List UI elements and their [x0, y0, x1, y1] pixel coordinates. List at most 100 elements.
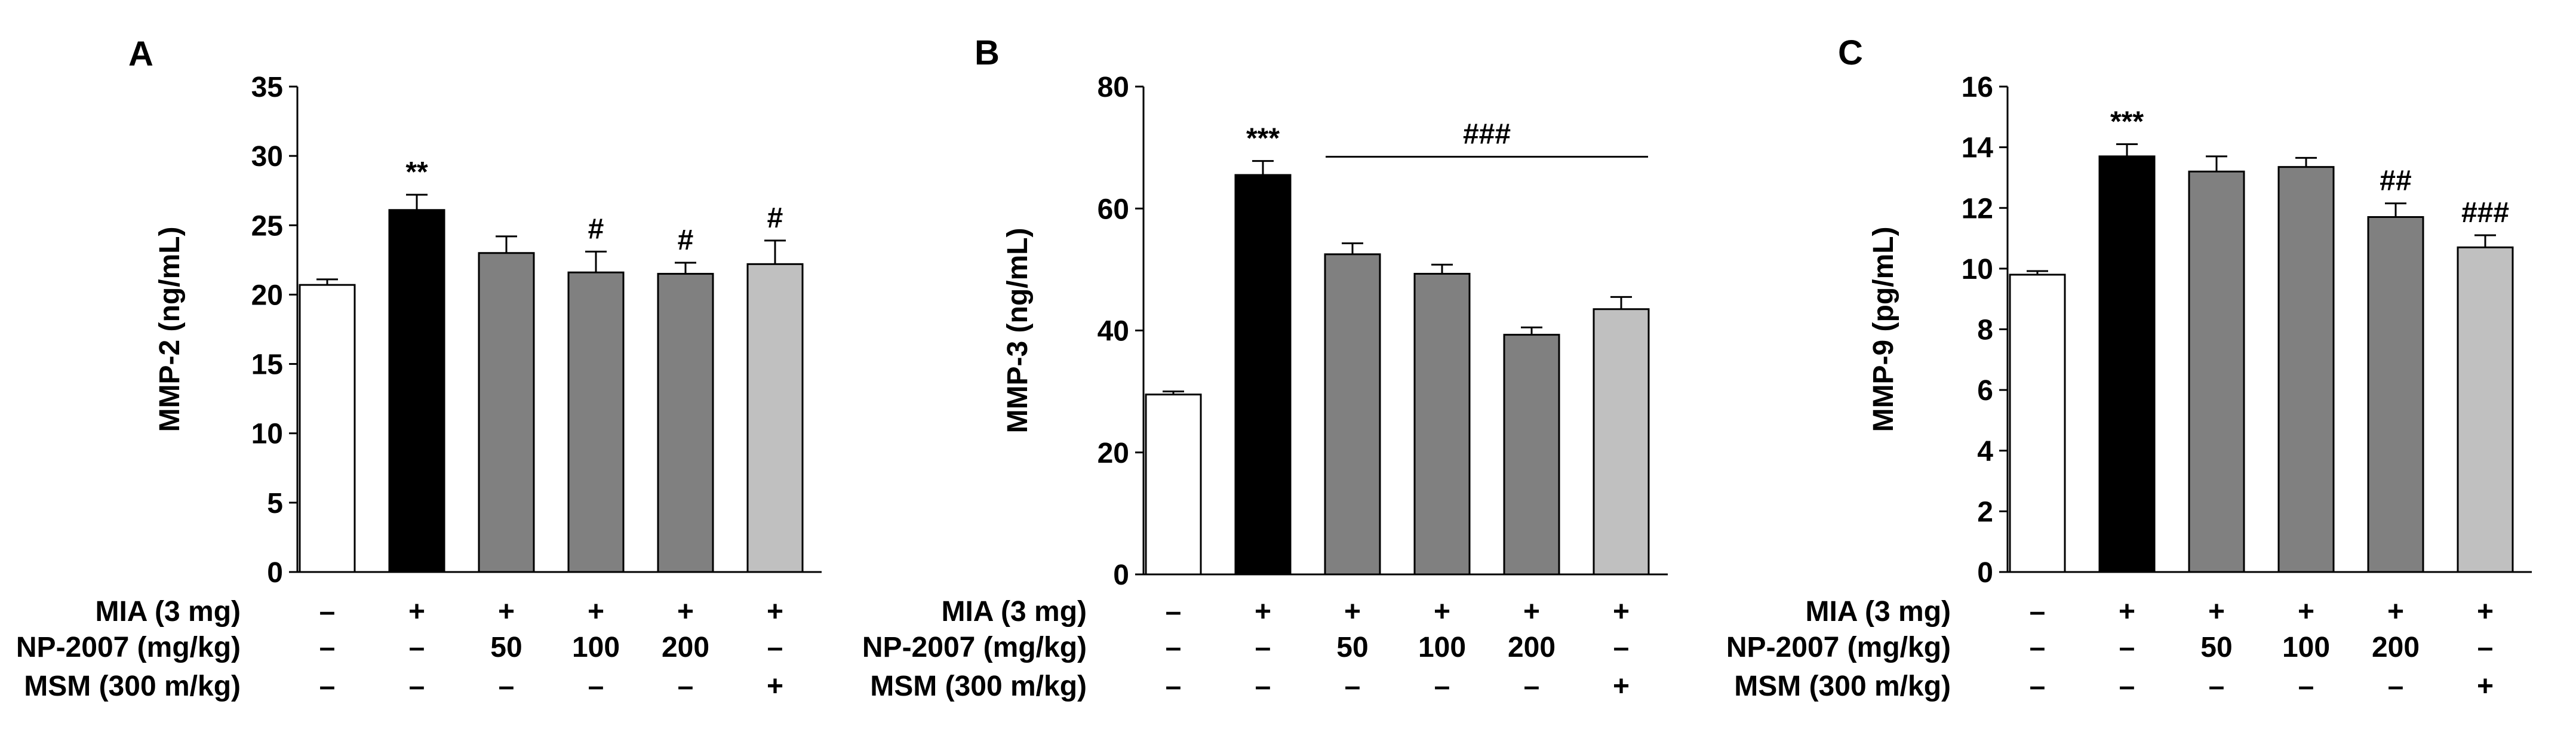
bar: [1324, 253, 1381, 576]
bar: [746, 263, 804, 573]
treatment-cell: +: [1434, 596, 1450, 628]
treatment-cell: –: [409, 632, 425, 663]
treatment-cell: +: [677, 596, 694, 628]
y-tick-label: 8: [1977, 315, 1993, 346]
bar: [299, 284, 356, 573]
treatment-cell: –: [2119, 671, 2135, 702]
significance-label: #: [767, 202, 783, 234]
y-tick-label: 6: [1977, 375, 1993, 407]
y-tick-label: 16: [1962, 72, 1993, 103]
treatment-cell: +: [2387, 596, 2404, 628]
treatment-cell: –: [1255, 632, 1271, 663]
significance-label: ###: [2461, 197, 2509, 229]
treatment-cell: +: [767, 596, 783, 628]
bar: [1145, 393, 1202, 576]
treatment-cell: –: [678, 671, 694, 702]
panel-a: A 0 5 10 15 20 25 30 35 MMP-2 (ng/mL) ** # # # MIA (3 …: [16, 35, 822, 702]
treatment-cell: +: [767, 671, 783, 702]
treatment-cell: +: [2477, 671, 2494, 702]
bar: [478, 252, 535, 573]
y-tick-label: 0: [1977, 557, 1993, 589]
treatment-cell: –: [1166, 671, 1182, 702]
bar: [2098, 155, 2156, 573]
treatment-row-label: MSM (300 m/kg): [870, 671, 1087, 702]
treatment-cell: +: [2477, 596, 2494, 628]
significance-label: #: [588, 213, 604, 245]
treatment-cell: –: [319, 632, 336, 663]
treatment-cell: +: [1523, 596, 1540, 628]
y-tick-label: 15: [251, 349, 283, 381]
treatment-cell: –: [2388, 671, 2404, 702]
treatment-cell: –: [1166, 596, 1182, 628]
y-tick-label: 25: [251, 210, 283, 242]
treatment-row-label: MIA (3 mg): [941, 596, 1087, 628]
treatment-cell: –: [2030, 632, 2046, 663]
significance-label: #: [678, 225, 694, 256]
y-axis-label: MMP-2 (ng/mL): [154, 227, 186, 432]
treatment-cell: +: [1613, 671, 1630, 702]
treatment-cell: 100: [572, 632, 620, 663]
panel-b: B 0 20 40 60 80 MMP-3 (ng/mL) *** ### MIA (3 mg) –…: [862, 33, 1668, 702]
y-axis-label: MMP-9 (pg/mL): [1868, 227, 1899, 432]
bar: [1593, 308, 1650, 576]
treatment-cell: –: [2209, 671, 2225, 702]
treatment-cell: –: [409, 671, 425, 702]
treatment-row-label: MIA (3 mg): [1805, 596, 1951, 628]
treatment-cell: –: [1613, 632, 1630, 663]
treatment-cell: 50: [2200, 632, 2232, 663]
y-tick-label: 35: [251, 72, 283, 103]
y-tick-label: 0: [267, 557, 283, 589]
y-tick-label: 60: [1098, 193, 1129, 225]
significance-label: ##: [2380, 165, 2411, 197]
treatment-cell: 50: [490, 632, 522, 663]
y-tick-label: 10: [1962, 254, 1993, 285]
y-tick-label: 40: [1098, 316, 1129, 347]
bar: [1234, 174, 1292, 576]
panel-label: B: [975, 33, 1000, 72]
treatment-cell: 100: [1418, 632, 1466, 663]
significance-label: ***: [1246, 123, 1280, 155]
y-tick-label: 12: [1962, 193, 1993, 225]
treatment-row-label: MSM (300 m/kg): [24, 671, 241, 702]
treatment-cell: –: [2030, 671, 2046, 702]
bar: [2009, 273, 2066, 573]
bar: [2188, 170, 2245, 573]
treatment-cell: +: [1613, 596, 1630, 628]
treatment-row-label: NP-2007 (mg/kg): [1726, 632, 1951, 663]
bar: [1413, 273, 1471, 576]
y-tick-label: 10: [251, 419, 283, 450]
treatment-cell: +: [2119, 596, 2135, 628]
panel-label: C: [1838, 33, 1863, 72]
treatment-cell: 200: [2372, 632, 2420, 663]
treatment-cell: 200: [662, 632, 709, 663]
significance-label: **: [405, 156, 428, 188]
treatment-cell: 100: [2282, 632, 2330, 663]
treatment-cell: –: [588, 671, 604, 702]
y-tick-label: 20: [1098, 438, 1129, 469]
y-axis-label: MMP-3 (ng/mL): [1002, 228, 1034, 433]
treatment-cell: –: [2298, 671, 2314, 702]
y-tick-label: 2: [1977, 496, 1993, 528]
treatment-row-label: MSM (300 m/kg): [1734, 671, 1951, 702]
y-tick-label: 14: [1962, 133, 1994, 164]
treatment-cell: –: [1524, 671, 1540, 702]
bar: [2277, 166, 2335, 573]
treatment-cell: +: [1344, 596, 1361, 628]
treatment-cell: +: [2208, 596, 2225, 628]
treatment-cell: +: [2298, 596, 2314, 628]
bar: [2457, 246, 2514, 573]
treatment-row-label: NP-2007 (mg/kg): [862, 632, 1087, 663]
treatment-cell: +: [408, 596, 425, 628]
significance-label: ***: [2110, 106, 2144, 138]
treatment-cell: –: [2030, 596, 2046, 628]
y-tick-label: 5: [267, 488, 283, 519]
y-tick-label: 30: [251, 141, 283, 173]
bar: [2367, 216, 2424, 573]
bar: [388, 209, 445, 573]
treatment-cell: –: [1434, 671, 1450, 702]
treatment-cell: –: [499, 671, 515, 702]
panel-label: A: [128, 35, 153, 73]
group-significance-label: ###: [1463, 118, 1511, 150]
bar: [1503, 334, 1560, 576]
